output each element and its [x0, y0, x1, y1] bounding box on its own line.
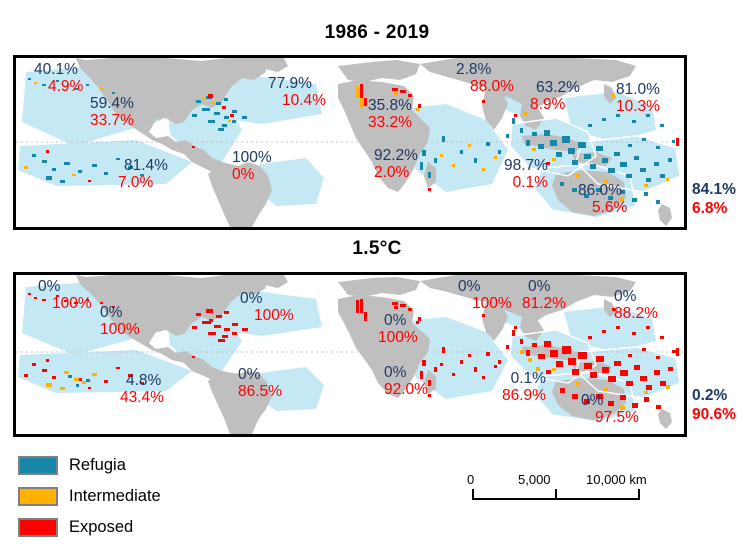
- legend-label-exposed: Exposed: [69, 517, 134, 536]
- legend-item-exposed: Exposed: [18, 514, 161, 540]
- scalebar-tick-label-0: 0: [467, 472, 475, 487]
- intermediate-color-swatch: [18, 486, 58, 506]
- legend-label-intermediate: Intermediate: [69, 486, 161, 505]
- scalebar-tick-label-5000: 5,000: [518, 472, 551, 487]
- panel-title-1p5c: 1.5°C: [352, 238, 402, 259]
- global-total-1p5c: 0.2% 90.6%: [692, 386, 736, 425]
- global-exposed-pct: 90.6%: [692, 406, 736, 424]
- legend-item-refugia: Refugia: [18, 452, 161, 478]
- scalebar-tick-mid: [555, 489, 557, 500]
- world-map-1p5c: [16, 275, 684, 434]
- coral-reef-points: [24, 293, 679, 410]
- global-refugia-pct: 0.2%: [692, 387, 728, 404]
- scalebar-tick-label-10000: 10,000 km: [586, 472, 647, 487]
- legend-item-intermediate: Intermediate: [18, 483, 161, 509]
- scalebar-tick-0: [472, 489, 474, 500]
- landmasses: [76, 275, 672, 434]
- panel-title-historical: 1986 - 2019: [324, 22, 430, 43]
- exposed-color-swatch: [18, 517, 58, 537]
- global-exposed-pct: 6.8%: [692, 200, 728, 218]
- legend-label-refugia: Refugia: [69, 455, 126, 474]
- global-total-historical: 84.1% 6.8%: [692, 180, 736, 219]
- map-scalebar: 0 5,000 10,000 km: [462, 472, 662, 518]
- map-legend: Refugia Intermediate Exposed: [18, 452, 161, 545]
- scalebar-labels: 0 5,000 10,000 km: [462, 472, 662, 490]
- refugia-color-swatch: [18, 455, 58, 475]
- world-map-historical: [16, 58, 684, 227]
- scalebar-tick-end: [638, 489, 640, 500]
- map-panel-1p5c: 0% 100% 0% 100% 0% 100% 4.8% 43.4% 0% 86…: [13, 272, 687, 437]
- map-panel-historical: 40.1% 4.9% 59.4% 33.7% 77.9% 10.4% 81.4%…: [13, 55, 687, 230]
- global-refugia-pct: 84.1%: [692, 181, 736, 198]
